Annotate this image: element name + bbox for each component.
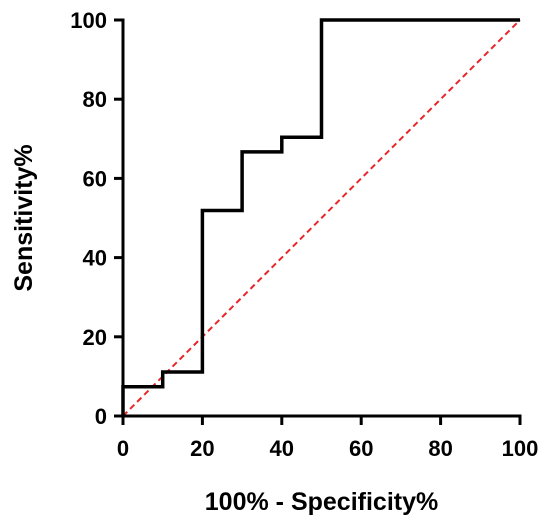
y-tick-label: 40 bbox=[83, 246, 107, 271]
y-tick-label: 20 bbox=[83, 325, 107, 350]
y-tick-label: 80 bbox=[83, 87, 107, 112]
x-tick-label: 20 bbox=[190, 436, 214, 461]
x-tick-label: 60 bbox=[349, 436, 373, 461]
x-tick-label: 40 bbox=[270, 436, 294, 461]
y-axis-title: Sensitivity% bbox=[10, 144, 38, 291]
x-tick-label: 100 bbox=[502, 436, 539, 461]
y-tick-label: 60 bbox=[83, 166, 107, 191]
y-tick-label: 0 bbox=[95, 404, 107, 429]
x-axis-title: 100% - Specificity% bbox=[205, 488, 438, 516]
x-tick-label: 80 bbox=[428, 436, 452, 461]
plot-lines bbox=[121, 18, 521, 417]
x-tick-label: 0 bbox=[117, 436, 129, 461]
x-ticks: 0 20 40 60 80 100 bbox=[117, 416, 538, 461]
reference-diagonal-line bbox=[122, 19, 521, 417]
axes: 0 20 40 60 80 100 0 20 40 60 80 100 bbox=[70, 8, 538, 461]
y-ticks: 0 20 40 60 80 100 bbox=[70, 8, 123, 429]
y-tick-label: 100 bbox=[70, 8, 107, 33]
roc-step-curve bbox=[121, 18, 520, 416]
